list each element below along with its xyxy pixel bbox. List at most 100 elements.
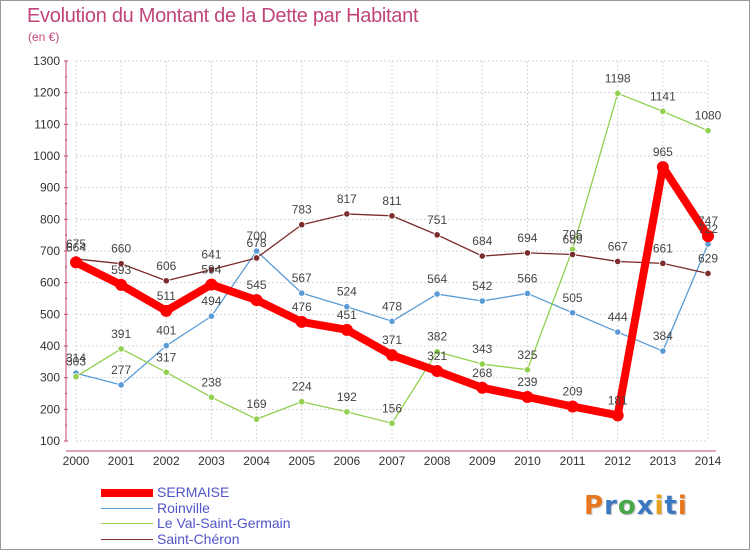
data-label-roinville: 567 xyxy=(292,271,312,285)
y-tick-label: 600 xyxy=(40,276,60,290)
legend-swatch-sermaise xyxy=(101,489,153,497)
data-point-le-val-saint-germain xyxy=(388,419,396,427)
data-label-sermaise: 594 xyxy=(201,263,221,277)
chart-subtitle: (en €) xyxy=(28,30,60,44)
data-point-saint-cheron xyxy=(252,254,261,262)
data-label-le-val-saint-germain: 238 xyxy=(201,375,221,389)
data-label-saint-cheron: 811 xyxy=(382,194,401,208)
data-label-saint-cheron: 817 xyxy=(337,192,357,206)
data-label-sermaise: 747 xyxy=(698,214,718,228)
x-tick-label: 2010 xyxy=(514,454,541,468)
data-point-saint-cheron xyxy=(343,210,351,218)
x-tick-label: 2002 xyxy=(153,454,180,468)
y-tick-label: 400 xyxy=(40,339,60,353)
data-label-le-val-saint-germain: 224 xyxy=(292,380,312,394)
data-point-roinville xyxy=(207,312,216,320)
data-point-le-val-saint-germain xyxy=(72,373,80,381)
data-label-le-val-saint-germain: 325 xyxy=(517,348,537,362)
data-point-sermaise xyxy=(70,256,82,269)
series-lines xyxy=(70,89,714,427)
data-point-sermaise xyxy=(521,390,534,403)
data-point-sermaise xyxy=(250,294,263,307)
data-label-saint-cheron: 641 xyxy=(201,248,221,262)
data-point-sermaise xyxy=(566,400,579,413)
data-label-le-val-saint-germain: 303 xyxy=(66,355,86,369)
legend-label-sermaise: SERMAISE xyxy=(157,484,230,500)
data-label-sermaise: 545 xyxy=(247,278,267,292)
legend-swatch-roinville xyxy=(101,507,153,509)
data-point-roinville xyxy=(298,289,306,297)
data-label-le-val-saint-germain: 317 xyxy=(156,350,176,364)
y-tick-label: 1000 xyxy=(33,149,60,163)
x-tick-label: 2006 xyxy=(334,454,361,468)
data-point-roinville xyxy=(523,289,532,298)
data-point-roinville xyxy=(162,342,170,350)
x-tick-label: 2014 xyxy=(695,454,722,468)
axes: 100 200 300 400 500 600 700 800 900 1000 1100 1200 1… xyxy=(33,54,721,468)
data-point-roinville xyxy=(659,347,667,355)
data-point-sermaise xyxy=(386,349,398,362)
data-point-sermaise xyxy=(431,365,444,378)
y-tick-label: 100 xyxy=(40,434,60,448)
data-label-le-val-saint-germain: 1080 xyxy=(695,109,722,123)
legend-label-saint-cheron: Saint-Chéron xyxy=(157,530,240,547)
data-label-roinville: 277 xyxy=(111,363,131,377)
data-point-saint-cheron xyxy=(207,266,216,274)
data-point-saint-cheron xyxy=(298,221,306,229)
data-point-le-val-saint-germain xyxy=(117,345,125,353)
data-point-sermaise xyxy=(656,161,669,174)
data-point-roinville xyxy=(388,317,396,325)
x-tick-label: 2013 xyxy=(650,454,677,468)
data-label-sermaise: 451 xyxy=(337,308,357,322)
data-label-le-val-saint-germain: 391 xyxy=(111,327,131,341)
data-label-le-val-saint-germain: 1141 xyxy=(650,89,676,103)
data-label-roinville: 401 xyxy=(156,324,176,338)
data-point-saint-cheron xyxy=(704,269,712,278)
y-tick-label: 900 xyxy=(40,181,60,195)
x-tick-label: 2008 xyxy=(424,454,451,468)
chart-title: Evolution du Montant de la Dette par Hab… xyxy=(27,5,419,27)
x-tick-label: 2012 xyxy=(604,454,631,468)
data-point-roinville xyxy=(568,309,577,317)
y-tick-label: 1200 xyxy=(33,86,60,100)
data-point-roinville xyxy=(117,381,125,389)
data-point-sermaise xyxy=(340,323,353,336)
data-label-roinville: 566 xyxy=(517,271,537,285)
y-tick-label: 200 xyxy=(40,402,60,416)
data-point-saint-cheron xyxy=(433,231,441,239)
data-label-sermaise: 371 xyxy=(382,333,402,347)
data-label-le-val-saint-germain: 382 xyxy=(427,330,447,344)
legend-swatch-le-val-saint-germain xyxy=(101,523,153,524)
data-label-sermaise: 593 xyxy=(111,263,131,277)
y-tick-label: 800 xyxy=(40,212,60,226)
data-label-saint-cheron: 661 xyxy=(653,241,673,255)
data-label-saint-cheron: 629 xyxy=(698,251,718,265)
data-label-saint-cheron: 783 xyxy=(292,203,312,217)
data-point-sermaise xyxy=(160,304,173,317)
data-label-roinville: 700 xyxy=(247,229,267,243)
legend-label-le-val-saint-germain: Le Val-Saint-Germain xyxy=(157,515,291,531)
data-label-roinville: 542 xyxy=(472,279,492,293)
x-tick-label: 2011 xyxy=(560,454,586,468)
data-point-le-val-saint-germain xyxy=(704,127,712,135)
data-label-roinville: 314 xyxy=(66,351,86,365)
data-point-saint-cheron xyxy=(162,277,170,285)
data-label-saint-cheron: 660 xyxy=(111,242,131,256)
data-label-sermaise: 511 xyxy=(157,289,176,303)
data-label-sermaise: 321 xyxy=(427,349,447,363)
data-point-sermaise xyxy=(115,278,128,291)
data-point-le-val-saint-germain xyxy=(343,408,351,416)
x-tick-label: 2001 xyxy=(108,454,135,468)
x-tick-label: 2005 xyxy=(288,454,315,468)
data-point-roinville xyxy=(433,290,441,298)
data-point-le-val-saint-germain xyxy=(162,368,170,376)
data-point-le-val-saint-germain xyxy=(478,360,486,368)
data-point-saint-cheron xyxy=(568,250,577,259)
data-point-sermaise xyxy=(611,409,624,422)
data-label-roinville: 524 xyxy=(337,285,357,299)
data-point-sermaise xyxy=(476,381,489,394)
y-tick-label: 1100 xyxy=(34,117,60,131)
data-point-roinville xyxy=(252,247,261,255)
legend-label-roinville: Roinville xyxy=(157,499,210,516)
